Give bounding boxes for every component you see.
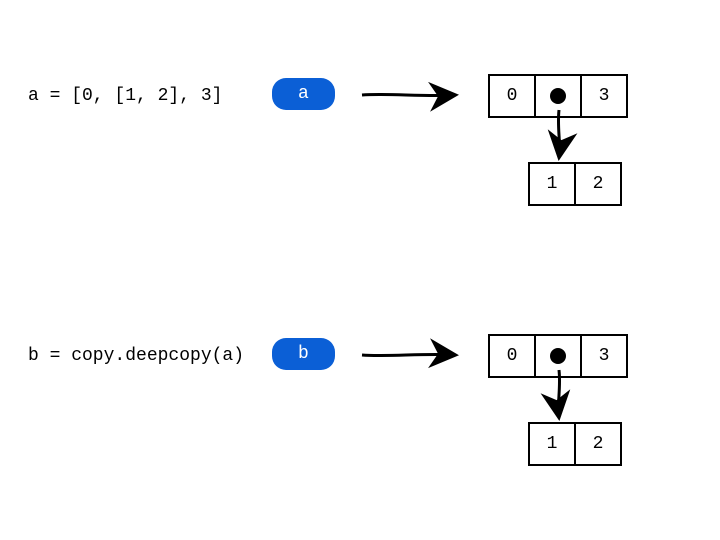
cell-b-0: 0 (488, 334, 536, 378)
cell-a-nested-0: 1 (528, 162, 576, 206)
cell-b-2: 3 (580, 334, 628, 378)
arrow-b-to-list (356, 340, 466, 370)
cell-a-nested-1: 2 (574, 162, 622, 206)
cell-a-2: 3 (580, 74, 628, 118)
cell-b-nested-0: 1 (528, 422, 576, 466)
arrow-a-to-list (356, 80, 466, 110)
variable-badge-a: a (272, 78, 335, 110)
pointer-dot-b (550, 348, 566, 364)
cell-b-nested-1: 2 (574, 422, 622, 466)
nested-list-b-cells: 1 2 (528, 422, 622, 466)
arrow-b-nested (544, 368, 574, 426)
nested-list-a-cells: 1 2 (528, 162, 622, 206)
code-line-b: b = copy.deepcopy(a) (28, 346, 244, 366)
pointer-dot-a (550, 88, 566, 104)
cell-a-0: 0 (488, 74, 536, 118)
arrow-a-nested (544, 108, 574, 166)
code-line-a: a = [0, [1, 2], 3] (28, 86, 222, 106)
variable-badge-b: b (272, 338, 335, 370)
